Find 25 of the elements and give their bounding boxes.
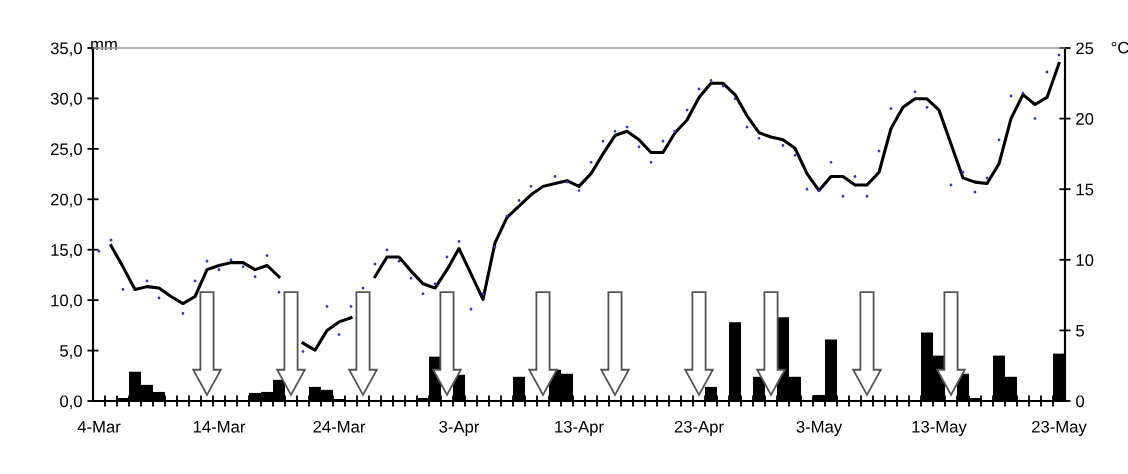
y2-axis-title: °C <box>1111 41 1128 54</box>
x-tick-label: 24-Mar <box>313 420 366 433</box>
y2-tick-label: 15 <box>1076 183 1094 196</box>
y-tick-label: 20,0 <box>50 193 82 208</box>
x-tick-label: 23-May <box>1032 420 1087 436</box>
y2-tick-label: 5 <box>1076 324 1084 337</box>
y-tick-label: 15,0 <box>51 244 82 258</box>
x-tick-label: 13-Apr <box>555 420 604 436</box>
y-axis-title: mm <box>91 40 117 50</box>
y-tick-label: 0,0 <box>60 395 82 410</box>
y2-tick-label: 25 <box>1076 42 1094 55</box>
y2-tick-label: 20 <box>1076 113 1094 125</box>
x-tick-label: 13-May <box>912 420 967 436</box>
y-tick-label: 5,0 <box>60 344 82 359</box>
y2-tick-label: 0 <box>1076 395 1085 408</box>
y-tick-label: 30,0 <box>50 92 82 107</box>
x-tick-label: 14-Mar <box>193 421 246 433</box>
y2-tick-label: 10 <box>1076 254 1094 266</box>
x-tick-label: 4-Mar <box>77 421 121 433</box>
y-tick-label: 25,0 <box>50 143 82 158</box>
x-tick-label: 23-Apr <box>674 420 724 436</box>
y-tick-label: 35,0 <box>50 42 82 57</box>
x-tick-label: 3-Apr <box>439 420 480 436</box>
y-tick-label: 10,0 <box>51 294 82 309</box>
x-tick-label: 3-May <box>796 420 843 436</box>
